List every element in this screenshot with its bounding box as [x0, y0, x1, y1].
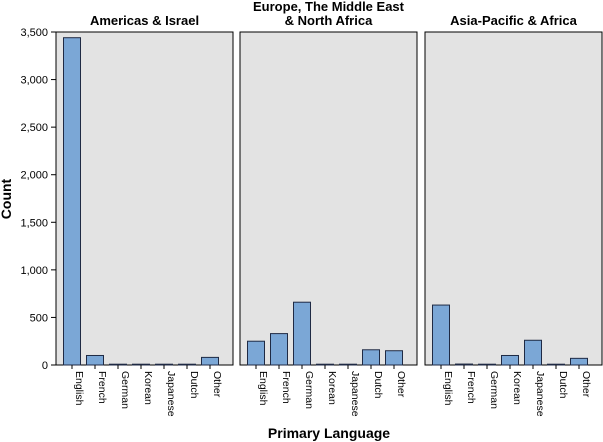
x-tick-label: French: [96, 371, 108, 404]
bar-english: [63, 37, 81, 366]
bar-english: [247, 340, 265, 366]
x-tick-label: Dutch: [188, 371, 200, 399]
bar-other: [385, 350, 403, 366]
panel-background: [239, 31, 418, 366]
panel-background: [55, 31, 234, 366]
y-tick-label: 1,000: [20, 265, 48, 277]
x-tick-label: Korean: [326, 371, 338, 405]
bar-korean: [501, 354, 519, 366]
bar-japanese: [155, 363, 173, 366]
bar-french: [86, 354, 104, 366]
bar-other: [201, 356, 219, 366]
x-tick-label: French: [280, 371, 292, 404]
bar-dutch: [362, 349, 380, 366]
panel-1: Americas & Israel English French German Kore…: [55, 13, 234, 417]
x-tick-label: Dutch: [557, 371, 569, 399]
bar-korean: [316, 363, 334, 366]
x-tick-label: German: [303, 371, 315, 409]
x-tick-label: French: [465, 371, 477, 404]
bar-dutch: [178, 363, 196, 366]
panel-title: & North Africa: [285, 13, 373, 28]
panel-2: Europe, The Middle East& North Africa Eng…: [239, 0, 418, 417]
bar-german: [109, 363, 127, 366]
panel-3: Asia-Pacific & Africa English French German…: [424, 13, 603, 417]
y-tick-label: 2,500: [20, 122, 48, 134]
x-tick-label: Dutch: [372, 371, 384, 399]
y-tick-label: 3,500: [20, 27, 48, 39]
bar-japanese: [524, 339, 542, 366]
x-tick-label: German: [119, 371, 131, 409]
x-tick-label: English: [257, 371, 269, 406]
bar-english: [432, 304, 450, 366]
y-tick-label: 0: [42, 360, 48, 372]
y-tick-label: 500: [30, 312, 48, 324]
bar-japanese: [339, 363, 357, 366]
y-tick-label: 3,000: [20, 75, 48, 87]
x-tick-label: Other: [395, 371, 407, 398]
panel-title: Europe, The Middle East: [253, 0, 405, 14]
x-tick-label: Korean: [511, 371, 523, 405]
x-tick-label: Japanese: [165, 371, 177, 417]
x-tick-label: Other: [580, 371, 592, 398]
x-tick-label: Japanese: [534, 371, 546, 417]
x-tick-label: Other: [211, 371, 223, 398]
y-tick-label: 2,000: [20, 170, 48, 182]
x-tick-label: Japanese: [349, 371, 361, 417]
x-tick-label: English: [442, 371, 454, 406]
bar-korean: [132, 363, 150, 366]
bar-french: [270, 333, 288, 366]
panel-title: Asia-Pacific & Africa: [450, 13, 577, 28]
panel-title: Americas & Israel: [90, 13, 199, 28]
x-tick-label: English: [73, 371, 85, 406]
bar-german: [293, 301, 311, 366]
chart-panels: Americas & Israel English French German Kore…: [55, 0, 603, 417]
x-tick-label: Korean: [142, 371, 154, 405]
bar-french: [455, 363, 473, 366]
bar-other: [570, 357, 588, 366]
x-axis-title: Primary Language: [268, 425, 390, 441]
y-tick-label: 1,500: [20, 217, 48, 229]
bar-german: [478, 363, 496, 366]
x-tick-label: German: [488, 371, 500, 409]
y-axis: 0 500 1,000 1,500 2,000 2,500 3,000 3,500: [20, 27, 56, 372]
bar-dutch: [547, 363, 565, 366]
y-axis-title: Count: [0, 178, 14, 219]
panel-background: [424, 31, 603, 366]
